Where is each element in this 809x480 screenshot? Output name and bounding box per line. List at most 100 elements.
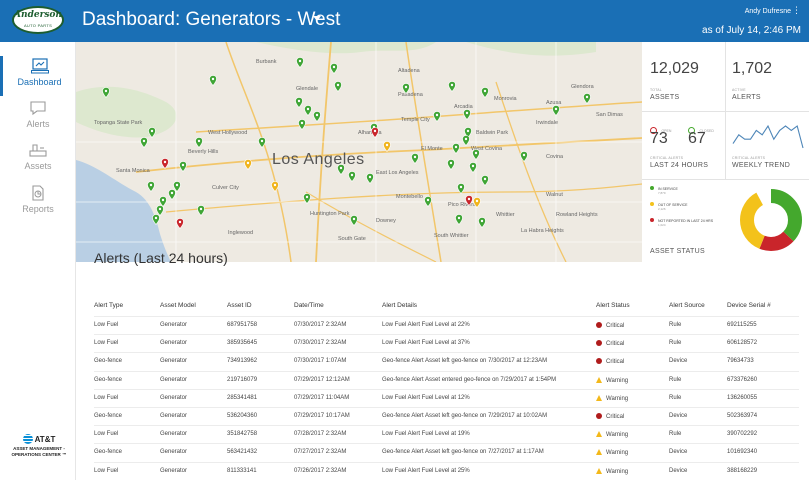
- donut-in-service[interactable]: [740, 189, 802, 251]
- map-pin-icon[interactable]: [156, 205, 164, 216]
- map-pin-icon[interactable]: [465, 195, 473, 206]
- col-date-time[interactable]: Date/Time: [294, 302, 324, 309]
- map-pin-icon[interactable]: [330, 63, 338, 74]
- cell-alert-source: Rule: [669, 376, 682, 383]
- map-pin-icon[interactable]: [452, 143, 460, 154]
- map-pin-icon[interactable]: [258, 137, 266, 148]
- col-asset-model[interactable]: Asset Model: [160, 302, 196, 309]
- chevron-down-icon[interactable]: [313, 16, 321, 21]
- map-pin-icon[interactable]: [469, 162, 477, 173]
- table-row[interactable]: Geo-fence Generator 734913962 07/30/2017 1:…: [94, 352, 799, 370]
- map-pin-icon[interactable]: [472, 149, 480, 160]
- map-pin-icon[interactable]: [350, 215, 358, 226]
- sidebar-item-dashboard[interactable]: Dashboard: [0, 56, 76, 96]
- map-pin-icon[interactable]: [304, 105, 312, 116]
- map-pin-icon[interactable]: [371, 127, 379, 138]
- table-row[interactable]: Low Fuel Generator 687951758 07/30/2017 2:3…: [94, 316, 799, 334]
- total-assets-card[interactable]: 12,029 TOTAL ASSETS: [642, 42, 726, 112]
- more-menu-icon[interactable]: ⋮: [792, 5, 801, 15]
- col-asset-id[interactable]: Asset ID: [227, 302, 252, 309]
- map-pin-icon[interactable]: [478, 217, 486, 228]
- map-pin-icon[interactable]: [147, 181, 155, 192]
- table-row[interactable]: Geo-fence Generator 219716079 07/29/2017 12…: [94, 370, 799, 389]
- asset-map[interactable]: Los Angeles Burbank Glendale Pasadena Al…: [76, 42, 642, 262]
- map-pin-icon[interactable]: [140, 137, 148, 148]
- map-pin-icon[interactable]: [448, 81, 456, 92]
- map-pin-icon[interactable]: [296, 57, 304, 68]
- critical-alerts-card[interactable]: OPEN CLOSED 73 67 CRITICAL ALERTS LAST 2…: [642, 112, 726, 180]
- col-device-serial[interactable]: Device Serial #: [727, 302, 771, 309]
- map-place-label: Arcadia: [454, 104, 473, 110]
- table-row[interactable]: Geo-fence Generator 536204360 07/29/2017 10…: [94, 407, 799, 425]
- weekly-trend-card[interactable]: CRITICAL ALERTS WEEKLY TREND: [726, 112, 809, 180]
- att-branding: AT&T ASSET MANAGEMENT - OPERATIONS CENTE…: [8, 434, 70, 458]
- map-pin-icon[interactable]: [583, 93, 591, 104]
- col-alert-type[interactable]: Alert Type: [94, 302, 124, 309]
- map-pin-icon[interactable]: [433, 111, 441, 122]
- map-pin-icon[interactable]: [402, 83, 410, 94]
- map-place-label: Santa Monica: [116, 168, 150, 174]
- map-pin-icon[interactable]: [473, 197, 481, 208]
- map-pin-icon[interactable]: [295, 97, 303, 108]
- map-pin-icon[interactable]: [271, 181, 279, 192]
- map-pin-icon[interactable]: [209, 75, 217, 86]
- anderson-logo[interactable]: Anderson AUTO PARTS: [12, 6, 64, 34]
- map-pin-icon[interactable]: [455, 214, 463, 225]
- map-pin-icon[interactable]: [447, 159, 455, 170]
- table-row[interactable]: Low Fuel Generator 385935645 07/30/2017 2:3…: [94, 334, 799, 352]
- sidebar: Dashboard Alerts Assets Reports: [0, 42, 76, 480]
- map-pin-icon[interactable]: [457, 183, 465, 194]
- map-pin-icon[interactable]: [197, 205, 205, 216]
- legend-out-of-service: OUT OF SERVICE: [650, 202, 687, 207]
- map-pin-icon[interactable]: [334, 81, 342, 92]
- map-pin-icon[interactable]: [463, 109, 471, 120]
- map-pin-icon[interactable]: [348, 171, 356, 182]
- map-pin-icon[interactable]: [161, 158, 169, 169]
- user-name[interactable]: Andy Dufresne: [744, 8, 791, 15]
- map-pin-icon[interactable]: [195, 137, 203, 148]
- map-pin-icon[interactable]: [148, 127, 156, 138]
- table-row[interactable]: Low Fuel Generator 811333141 07/26/2017 2:3…: [94, 461, 799, 480]
- map-pin-icon[interactable]: [179, 161, 187, 172]
- table-row[interactable]: Low Fuel Generator 351842758 07/28/2017 2:3…: [94, 425, 799, 443]
- active-alerts-card[interactable]: 1,702 ACTIVE ALERTS: [726, 42, 809, 112]
- map-pin-icon[interactable]: [481, 175, 489, 186]
- map-pin-icon[interactable]: [176, 218, 184, 229]
- map-pin-icon[interactable]: [313, 111, 321, 122]
- donut-out-of-service[interactable]: [740, 189, 802, 251]
- col-alert-source[interactable]: Alert Source: [669, 302, 705, 309]
- map-pin-icon[interactable]: [173, 181, 181, 192]
- map-pin-icon[interactable]: [383, 141, 391, 152]
- status-text: Critical: [606, 323, 625, 329]
- map-pin-icon[interactable]: [552, 105, 560, 116]
- map-place-label: Pasadena: [398, 92, 423, 98]
- map-pin-icon[interactable]: [411, 153, 419, 164]
- map-pin-icon[interactable]: [168, 189, 176, 200]
- sidebar-item-alerts[interactable]: Alerts: [0, 98, 76, 138]
- asset-status-card[interactable]: IN SERVICE 7,879 OUT OF SERVICE 2,126 NO…: [642, 180, 809, 262]
- sidebar-item-assets[interactable]: Assets: [0, 140, 76, 180]
- map-pin-icon[interactable]: [366, 173, 374, 184]
- map-pin-icon[interactable]: [244, 159, 252, 170]
- critical-icon: [596, 340, 602, 347]
- donut-not-reported[interactable]: [740, 189, 802, 251]
- open-count: 73: [650, 130, 668, 147]
- col-alert-details[interactable]: Alert Details: [382, 302, 418, 309]
- map-pin-icon[interactable]: [424, 196, 432, 207]
- open-label: OPEN: [661, 129, 672, 133]
- map-pin-icon[interactable]: [481, 87, 489, 98]
- closed-count: 67: [688, 130, 706, 147]
- warning-icon: [596, 394, 602, 401]
- col-alert-status[interactable]: Alert Status: [596, 302, 630, 309]
- map-pin-icon[interactable]: [303, 193, 311, 204]
- map-pin-icon[interactable]: [102, 87, 110, 98]
- sidebar-item-reports[interactable]: Reports: [0, 183, 76, 223]
- map-pin-icon[interactable]: [152, 214, 160, 225]
- map-pin-icon[interactable]: [337, 164, 345, 175]
- page-title[interactable]: Dashboard: Generators - West: [82, 9, 341, 30]
- table-row[interactable]: Low Fuel Generator 285341481 07/29/2017 11:…: [94, 388, 799, 407]
- map-pin-icon[interactable]: [520, 151, 528, 162]
- table-row[interactable]: Geo-fence Generator 563421432 07/27/2017 2:…: [94, 443, 799, 461]
- map-pin-icon[interactable]: [462, 135, 470, 146]
- map-pin-icon[interactable]: [298, 119, 306, 130]
